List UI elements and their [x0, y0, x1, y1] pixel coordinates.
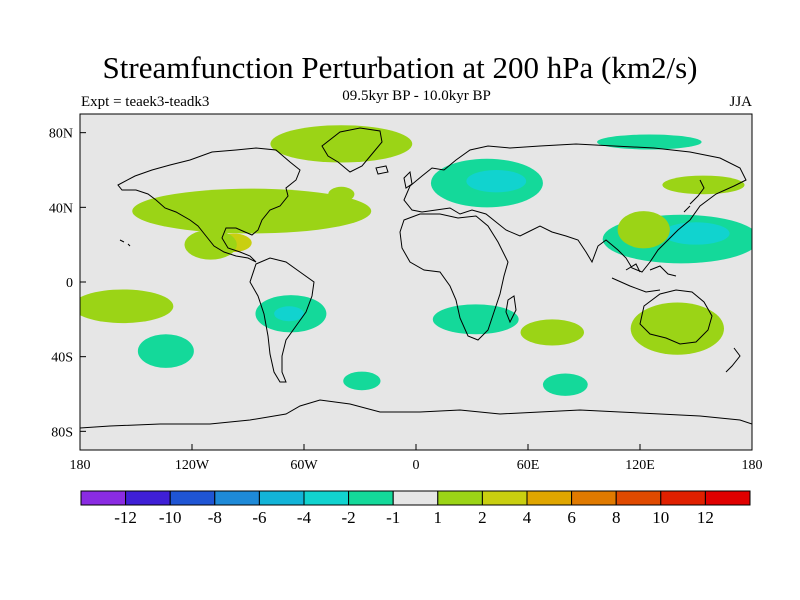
coast-australia [639, 289, 713, 345]
coast-south-america [249, 257, 315, 383]
colorbar-swatch [348, 490, 394, 506]
contour-region [466, 170, 527, 193]
coast-hawaii [119, 239, 131, 247]
colorbar-label: -2 [342, 508, 356, 527]
contour-region [184, 229, 237, 260]
coast-africa [399, 213, 509, 341]
coast-uk [403, 170, 413, 189]
contour-region [270, 125, 413, 163]
x-tick-label: 0 [413, 458, 420, 473]
colorbar-swatch [80, 490, 127, 506]
coast-antarctica [80, 399, 752, 429]
coast-japan [683, 179, 705, 213]
coast-eurasia [403, 143, 747, 273]
colorbar-swatch [169, 490, 216, 506]
contour-region [662, 222, 730, 245]
colorbar-swatch [526, 490, 573, 506]
x-tick-label: 120W [175, 458, 210, 473]
coast-indonesia [611, 263, 677, 293]
colorbar-label: -6 [252, 508, 266, 527]
colorbar-swatch [704, 490, 751, 506]
contour-region [137, 334, 194, 368]
map-title: Streamfunction Perturbation at 200 hPa (… [102, 50, 698, 85]
season-label: JJA [729, 94, 752, 110]
x-tick-label: 120E [625, 458, 655, 473]
colorbar-label: -8 [208, 508, 222, 527]
colorbar-swatch [303, 490, 350, 506]
colorbar-swatch [214, 490, 260, 506]
contour-region [328, 186, 355, 202]
x-tick-label: 60W [290, 458, 318, 473]
y-tick-label: 80S [51, 425, 73, 440]
colorbar-label: -4 [297, 508, 312, 527]
contour-region [80, 289, 174, 324]
coastlines [80, 127, 752, 429]
longitude-axis: 180 120W 60W 0 60E 120E 180 [70, 444, 763, 473]
colorbar-swatch [615, 490, 662, 506]
colorbar-label: -12 [114, 508, 137, 527]
y-tick-label: 40N [49, 201, 73, 216]
contour-region [432, 304, 519, 335]
colorbar: -12 -10 -8 -6 -4 -2 -1 1 2 4 6 8 10 12 [80, 490, 751, 527]
latitude-axis: 80N 40N 0 40S 80S [49, 127, 86, 440]
colorbar-swatch [437, 490, 483, 506]
colorbar-swatch [258, 490, 305, 506]
colorbar-swatch [660, 490, 706, 506]
colorbar-label: 1 [434, 508, 443, 527]
colorbar-swatch [481, 490, 528, 506]
experiment-label: Expt = teaek3-teadk3 [81, 94, 210, 110]
colorbar-label: 8 [612, 508, 621, 527]
coast-greenland [321, 127, 383, 173]
coast-north-america [117, 147, 301, 263]
colorbar-swatch [571, 490, 617, 506]
contour-region [520, 319, 584, 346]
colorbar-swatch [125, 490, 171, 506]
coast-madagascar [505, 295, 517, 324]
contour-region [597, 134, 702, 150]
y-tick-label: 80N [49, 127, 73, 142]
contour-region [343, 371, 381, 391]
period-label: 09.5kyr BP - 10.0kyr BP [342, 88, 491, 104]
y-tick-label: 0 [66, 276, 73, 291]
contour-region [274, 306, 305, 322]
colorbar-label: 6 [567, 508, 576, 527]
colorbar-label: 12 [697, 508, 714, 527]
contour-regions [80, 125, 752, 396]
x-tick-label: 60E [517, 458, 540, 473]
x-tick-label: 180 [70, 458, 91, 473]
colorbar-label: 10 [652, 508, 669, 527]
colorbar-label: -1 [386, 508, 400, 527]
x-tick-label: 180 [742, 458, 763, 473]
contour-region [630, 302, 724, 355]
colorbar-label: 4 [523, 508, 532, 527]
contour-region [542, 373, 588, 396]
plot-background [80, 114, 752, 450]
coast-iceland [375, 165, 389, 175]
contour-region [132, 188, 372, 234]
y-tick-label: 40S [51, 351, 73, 366]
colorbar-swatch [392, 490, 439, 506]
coast-new-zealand [725, 347, 741, 373]
contour-region [617, 211, 670, 249]
contour-region [662, 175, 745, 195]
colorbar-label: 2 [478, 508, 487, 527]
colorbar-label: -10 [159, 508, 182, 527]
